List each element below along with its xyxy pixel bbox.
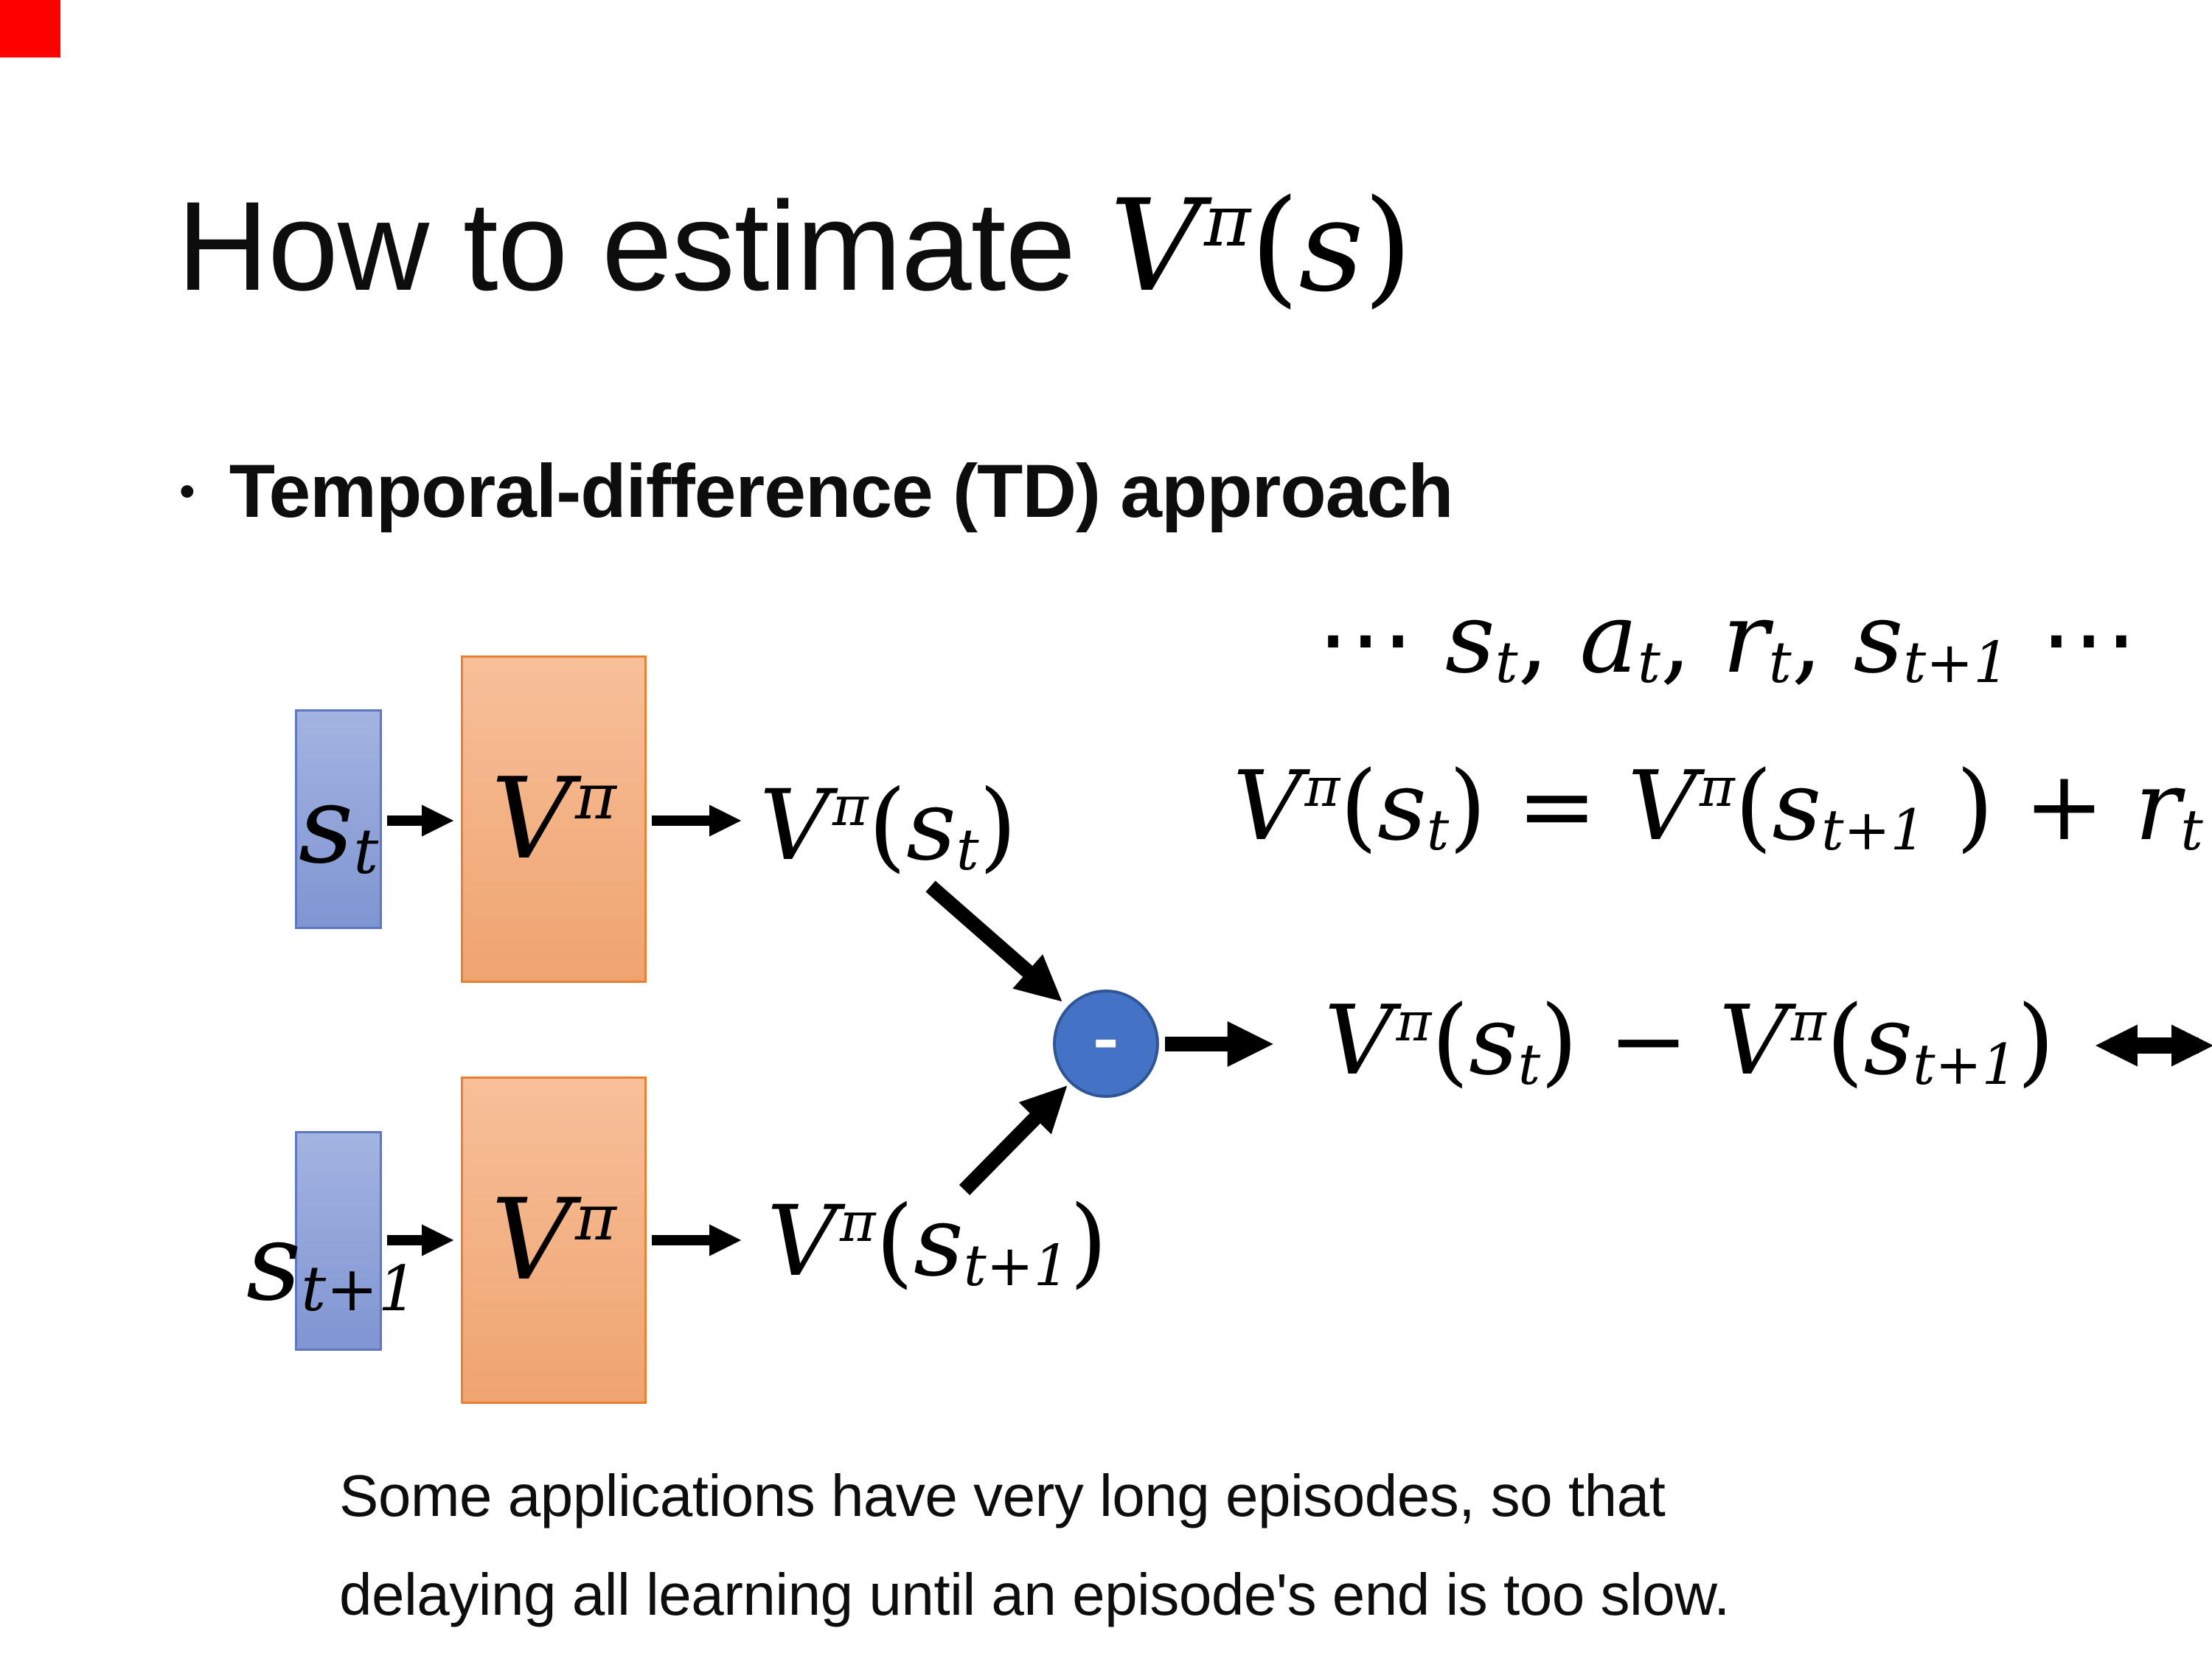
title-math: Vπ(s)	[1109, 172, 1413, 320]
arrow-output-to-node-upper	[925, 880, 1062, 1002]
footer-note: Some applications have very long episode…	[339, 1447, 1730, 1644]
value-box-bottom: Vπ	[461, 1077, 647, 1404]
diff-node: -	[1053, 990, 1159, 1098]
output-vpi-st: Vπ(st)	[759, 769, 1018, 883]
value-label-vpi-top: Vπ	[491, 754, 616, 884]
red-corner-marker	[0, 0, 60, 58]
footer-line1: Some applications have very long episode…	[339, 1463, 1666, 1528]
state-label-st: st	[298, 762, 379, 888]
bullet-marker: •	[179, 466, 195, 517]
title-text: How to estimate	[177, 175, 1110, 317]
state-box-st: st	[295, 709, 382, 929]
footer-line2: delaying all learning until an episode's…	[339, 1561, 1730, 1627]
arrow-output-to-node-lower	[959, 1085, 1068, 1196]
state-label-st1: st+1	[246, 1200, 418, 1326]
left-right-arrow-icon	[2096, 1024, 2212, 1067]
value-box-top: Vπ	[461, 655, 647, 983]
output-vpi-st1: Vπ(st+1)	[767, 1185, 1107, 1299]
bullet-text: Temporal-difference (TD) approach	[229, 449, 1454, 533]
trajectory-sequence: ⋯ st, at, rt, st+1 ⋯	[1317, 582, 2138, 696]
result-row: Vπ(st) − Vπ(st+1) rt	[1324, 984, 2212, 1097]
page-title: How to estimate Vπ(s)	[177, 172, 1413, 320]
result-expression: Vπ(st) − Vπ(st+1)	[1324, 984, 2055, 1097]
bullet-item: • Temporal-difference (TD) approach	[179, 448, 1453, 535]
td-equation: Vπ(st) = Vπ(st+1 ) + rt	[1233, 750, 2203, 863]
state-box-st1	[295, 1131, 382, 1351]
value-label-vpi-bottom: Vπ	[491, 1175, 616, 1305]
diff-node-minus: -	[1093, 1001, 1119, 1074]
